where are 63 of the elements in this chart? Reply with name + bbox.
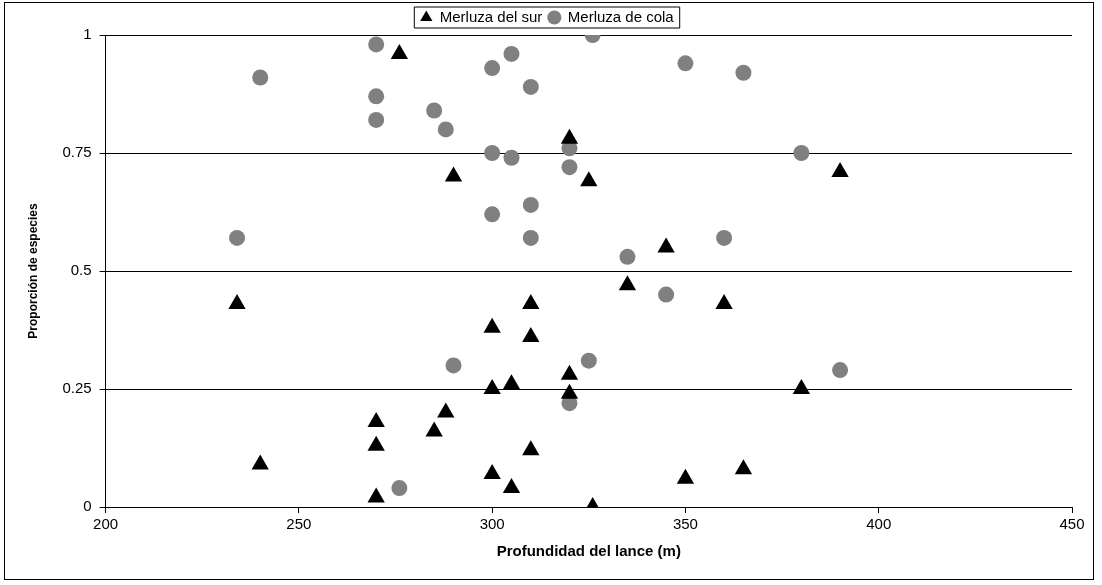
point: [580, 352, 597, 369]
point: [522, 78, 539, 95]
point: [522, 327, 540, 343]
point: [735, 64, 752, 81]
point: [368, 111, 385, 128]
point: [425, 421, 443, 437]
point: [367, 435, 385, 451]
point: [793, 145, 810, 161]
point: [437, 121, 454, 138]
point: [734, 459, 753, 475]
point: [580, 171, 598, 187]
point: [677, 55, 694, 72]
point: [502, 478, 521, 494]
point: [522, 294, 540, 310]
point: [484, 145, 501, 161]
point: [715, 294, 733, 310]
y-tick-label: 0.5: [70, 261, 92, 279]
legend-label: Merluza del sur: [439, 7, 543, 25]
point: [618, 275, 637, 291]
point: [367, 412, 385, 428]
x-tick-label: 450: [1059, 515, 1085, 533]
x-axis-title: Profundidad del lance (m): [496, 542, 681, 560]
y-tick-label: 1: [83, 25, 92, 43]
point: [483, 463, 501, 479]
point: [503, 45, 520, 62]
point: [560, 383, 579, 399]
point: [252, 69, 269, 86]
point: [522, 229, 539, 246]
y-tick-label: 0.25: [62, 379, 92, 397]
point: [444, 166, 463, 182]
point: [228, 294, 246, 310]
point: [560, 364, 579, 380]
y-axis-title: Proporción de especies: [25, 202, 40, 339]
point: [437, 402, 455, 418]
point: [367, 487, 385, 503]
x-tick-label: 300: [479, 515, 505, 533]
point: [426, 102, 443, 119]
point: [716, 229, 733, 246]
point: [368, 88, 385, 105]
point: [619, 248, 636, 265]
x-tick-label: 350: [672, 515, 698, 533]
point: [658, 286, 675, 303]
legend-label: Merluza de cola: [567, 7, 675, 25]
point: [368, 36, 385, 53]
point: [484, 206, 501, 223]
point: [676, 468, 695, 484]
point: [484, 60, 501, 77]
x-tick-label: 250: [286, 515, 312, 533]
point: [657, 237, 675, 253]
x-tick-label: 400: [866, 515, 892, 533]
point: [483, 379, 501, 394]
point: [502, 374, 521, 390]
point: [792, 379, 811, 394]
point: [522, 440, 540, 456]
point: [503, 149, 520, 166]
point: [561, 159, 578, 176]
y-tick-label: 0: [83, 497, 92, 515]
point: [522, 196, 539, 213]
point: [229, 229, 246, 246]
point: [483, 317, 501, 333]
x-tick-label: 200: [93, 515, 119, 533]
y-tick-label: 0.75: [62, 143, 92, 161]
point: [251, 454, 269, 470]
